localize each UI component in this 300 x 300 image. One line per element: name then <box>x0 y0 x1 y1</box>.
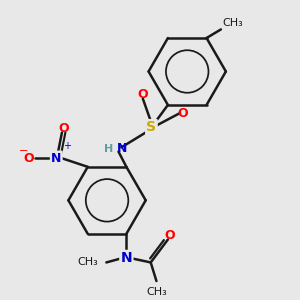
Text: CH₃: CH₃ <box>77 257 98 267</box>
Text: N: N <box>117 142 128 155</box>
Text: N: N <box>51 152 62 165</box>
Text: O: O <box>24 152 34 165</box>
Text: O: O <box>178 106 188 119</box>
Text: −: − <box>19 146 28 156</box>
Text: O: O <box>137 88 148 101</box>
Text: CH₃: CH₃ <box>146 287 167 297</box>
Text: H: H <box>103 144 113 154</box>
Text: N: N <box>121 251 132 265</box>
Text: CH₃: CH₃ <box>222 18 243 28</box>
Text: O: O <box>58 122 69 135</box>
Text: +: + <box>63 141 71 151</box>
Text: S: S <box>146 120 156 134</box>
Text: O: O <box>164 229 175 242</box>
